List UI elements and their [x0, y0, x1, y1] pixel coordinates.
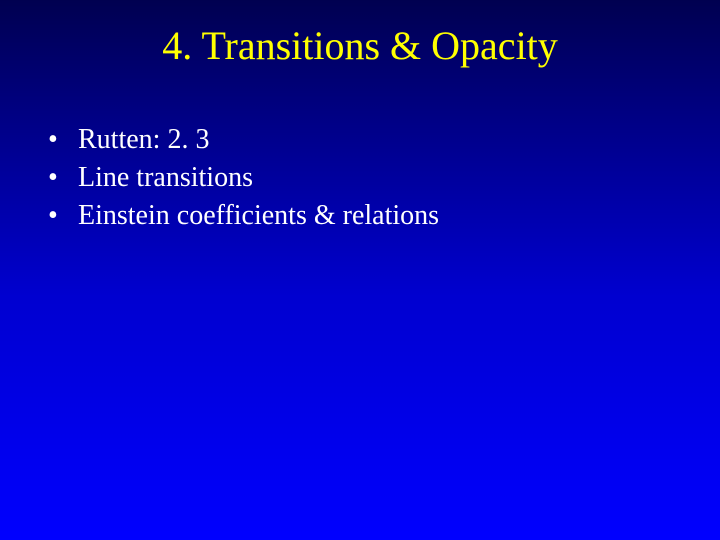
list-item: Einstein coefficients & relations [48, 197, 720, 235]
list-item: Rutten: 2. 3 [48, 121, 720, 159]
bullet-list: Rutten: 2. 3 Line transitions Einstein c… [48, 121, 720, 234]
slide-title: 4. Transitions & Opacity [0, 0, 720, 69]
slide: 4. Transitions & Opacity Rutten: 2. 3 Li… [0, 0, 720, 540]
list-item: Line transitions [48, 159, 720, 197]
